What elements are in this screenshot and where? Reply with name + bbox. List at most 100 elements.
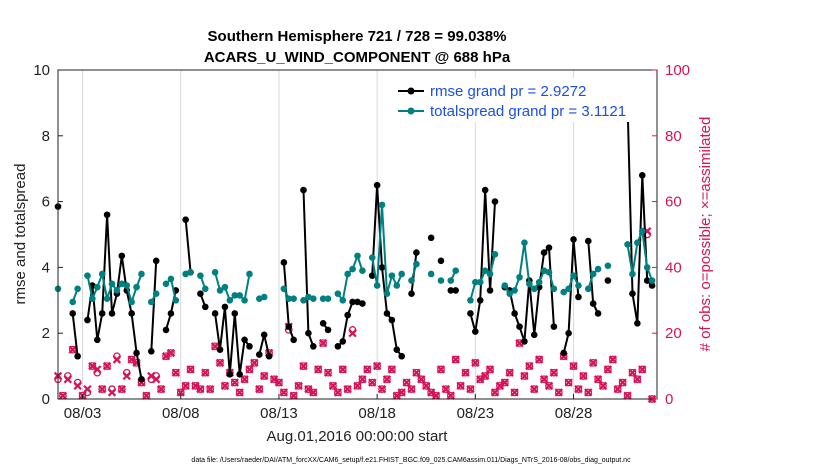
series-0-point-56 — [408, 290, 415, 298]
series-0-point-18 — [167, 310, 175, 317]
series-0-segment-12 — [371, 185, 403, 357]
obs-assimilated-point-3 — [68, 345, 77, 354]
series-1-point-5 — [93, 283, 101, 291]
obs-assimilated-point-72 — [407, 384, 416, 394]
series-0-point-63 — [472, 328, 479, 335]
obs-possible-point-7 — [88, 362, 97, 370]
series-0-point-44 — [339, 338, 347, 345]
obs-possible-point-119 — [638, 365, 647, 374]
obs-assimilated-point-57 — [333, 388, 343, 397]
obs-possible-point-112 — [604, 365, 612, 374]
obs-assimilated-point-42 — [260, 371, 269, 381]
series-1-point-74 — [535, 278, 543, 286]
series-1-point-86 — [624, 241, 631, 248]
obs-possible-point-21 — [157, 385, 165, 393]
series-0-point-66 — [486, 287, 494, 294]
obs-assimilated-point-73 — [412, 368, 421, 377]
series-0-point-62 — [467, 310, 474, 317]
obs-assimilated-point-50 — [299, 361, 308, 371]
series-1-point-25 — [216, 287, 224, 294]
y-axis-label-left: rmse and totalspread — [12, 164, 29, 305]
series-0-point-64 — [476, 297, 484, 304]
series-1-point-48 — [368, 254, 376, 261]
series-1-point-83 — [589, 270, 597, 278]
obs-possible-point-29 — [196, 385, 205, 393]
series-0-point-25 — [216, 346, 224, 353]
series-0-point-30 — [241, 336, 248, 344]
series-1-point-85 — [604, 262, 612, 270]
obs-assimilated-point-108 — [584, 388, 593, 397]
obs-possible-point-64 — [368, 378, 377, 387]
obs-possible-point-73 — [412, 368, 421, 377]
obs-assimilated-point-99 — [539, 375, 549, 384]
y-tick-label-left-0: 0 — [42, 391, 50, 408]
obs-assimilated-point-65 — [372, 361, 382, 371]
obs-assimilated-point-107 — [579, 371, 588, 381]
series-1-point-88 — [634, 239, 641, 247]
obs-possible-point-57 — [334, 388, 342, 397]
obs-assimilated-point-85 — [471, 358, 480, 367]
obs-assimilated-point-90 — [495, 381, 505, 391]
series-1-point-79 — [565, 285, 572, 293]
legend-marker-totalspread — [407, 107, 415, 115]
x-tick-label-2: 08/13 — [260, 405, 298, 422]
series-1-point-27 — [226, 297, 234, 304]
obs-assimilated-point-105 — [569, 361, 578, 371]
obs-assimilated-point-40 — [250, 358, 259, 367]
obs-assimilated-point-80 — [446, 391, 455, 400]
y-tick-label-left-3: 6 — [42, 194, 50, 211]
series-1-point-15 — [147, 298, 155, 306]
series-1-point-56 — [413, 260, 420, 268]
series-1-point-51 — [383, 290, 391, 298]
obs-assimilated-point-28 — [191, 381, 200, 391]
series-0-point-38 — [300, 186, 307, 194]
obs-assimilated-point-52 — [309, 388, 318, 397]
series-0-point-71 — [516, 323, 523, 330]
obs-possible-point-56 — [329, 381, 337, 390]
obs-assimilated-point-101 — [549, 368, 559, 377]
series-0-point-39 — [305, 329, 312, 337]
series-1-point-2 — [74, 285, 81, 293]
obs-possible-point-102 — [554, 388, 563, 397]
series-0-point-10 — [118, 252, 126, 260]
series-1-point-55 — [408, 277, 415, 284]
obs-assimilated-point-34 — [220, 381, 230, 391]
series-0-point-72 — [521, 338, 528, 345]
series-1-point-49 — [373, 282, 381, 289]
series-0-segment-19 — [626, 101, 653, 324]
series-1-point-50 — [378, 201, 386, 209]
series-1-point-70 — [516, 273, 523, 281]
obs-possible-point-105 — [569, 362, 578, 370]
series-1-point-67 — [501, 282, 509, 289]
series-1-point-26 — [221, 283, 229, 291]
obs-possible-point-62 — [358, 375, 367, 384]
series-0-segment-1 — [86, 214, 143, 380]
obs-assimilated-point-83 — [461, 368, 470, 377]
series-0-point-5 — [93, 336, 101, 344]
obs-assimilated-point-91 — [500, 378, 509, 387]
obs-count-markers — [53, 227, 657, 404]
obs-assimilated-point-102 — [554, 388, 563, 397]
obs-assimilated-point-110 — [593, 375, 603, 384]
obs-possible-point-113 — [608, 355, 617, 364]
series-1-point-4 — [89, 295, 96, 302]
obs-possible-point-46 — [280, 388, 288, 397]
obs-assimilated-point-53 — [314, 365, 323, 374]
series-0-point-35 — [280, 259, 288, 266]
legend-box — [393, 78, 645, 122]
series-1-point-89 — [638, 227, 646, 235]
obs-assimilated-point-30 — [201, 368, 210, 377]
series-0-point-34 — [265, 352, 273, 360]
series-1-segment-11 — [337, 252, 364, 303]
obs-possible-point-13 — [117, 385, 126, 393]
obs-possible-point-82 — [456, 381, 465, 390]
series-0-point-50 — [373, 181, 381, 189]
obs-possible-point-97 — [530, 385, 539, 393]
y-axis-left: 0 2 4 6 8 10 — [33, 62, 63, 408]
series-0-point-22 — [197, 290, 204, 298]
series-1-point-6 — [98, 270, 106, 278]
obs-assimilated-point-109 — [588, 358, 598, 367]
series-0-point-59 — [437, 257, 445, 265]
series-0-point-85 — [594, 310, 602, 317]
series-1-point-87 — [629, 270, 636, 278]
